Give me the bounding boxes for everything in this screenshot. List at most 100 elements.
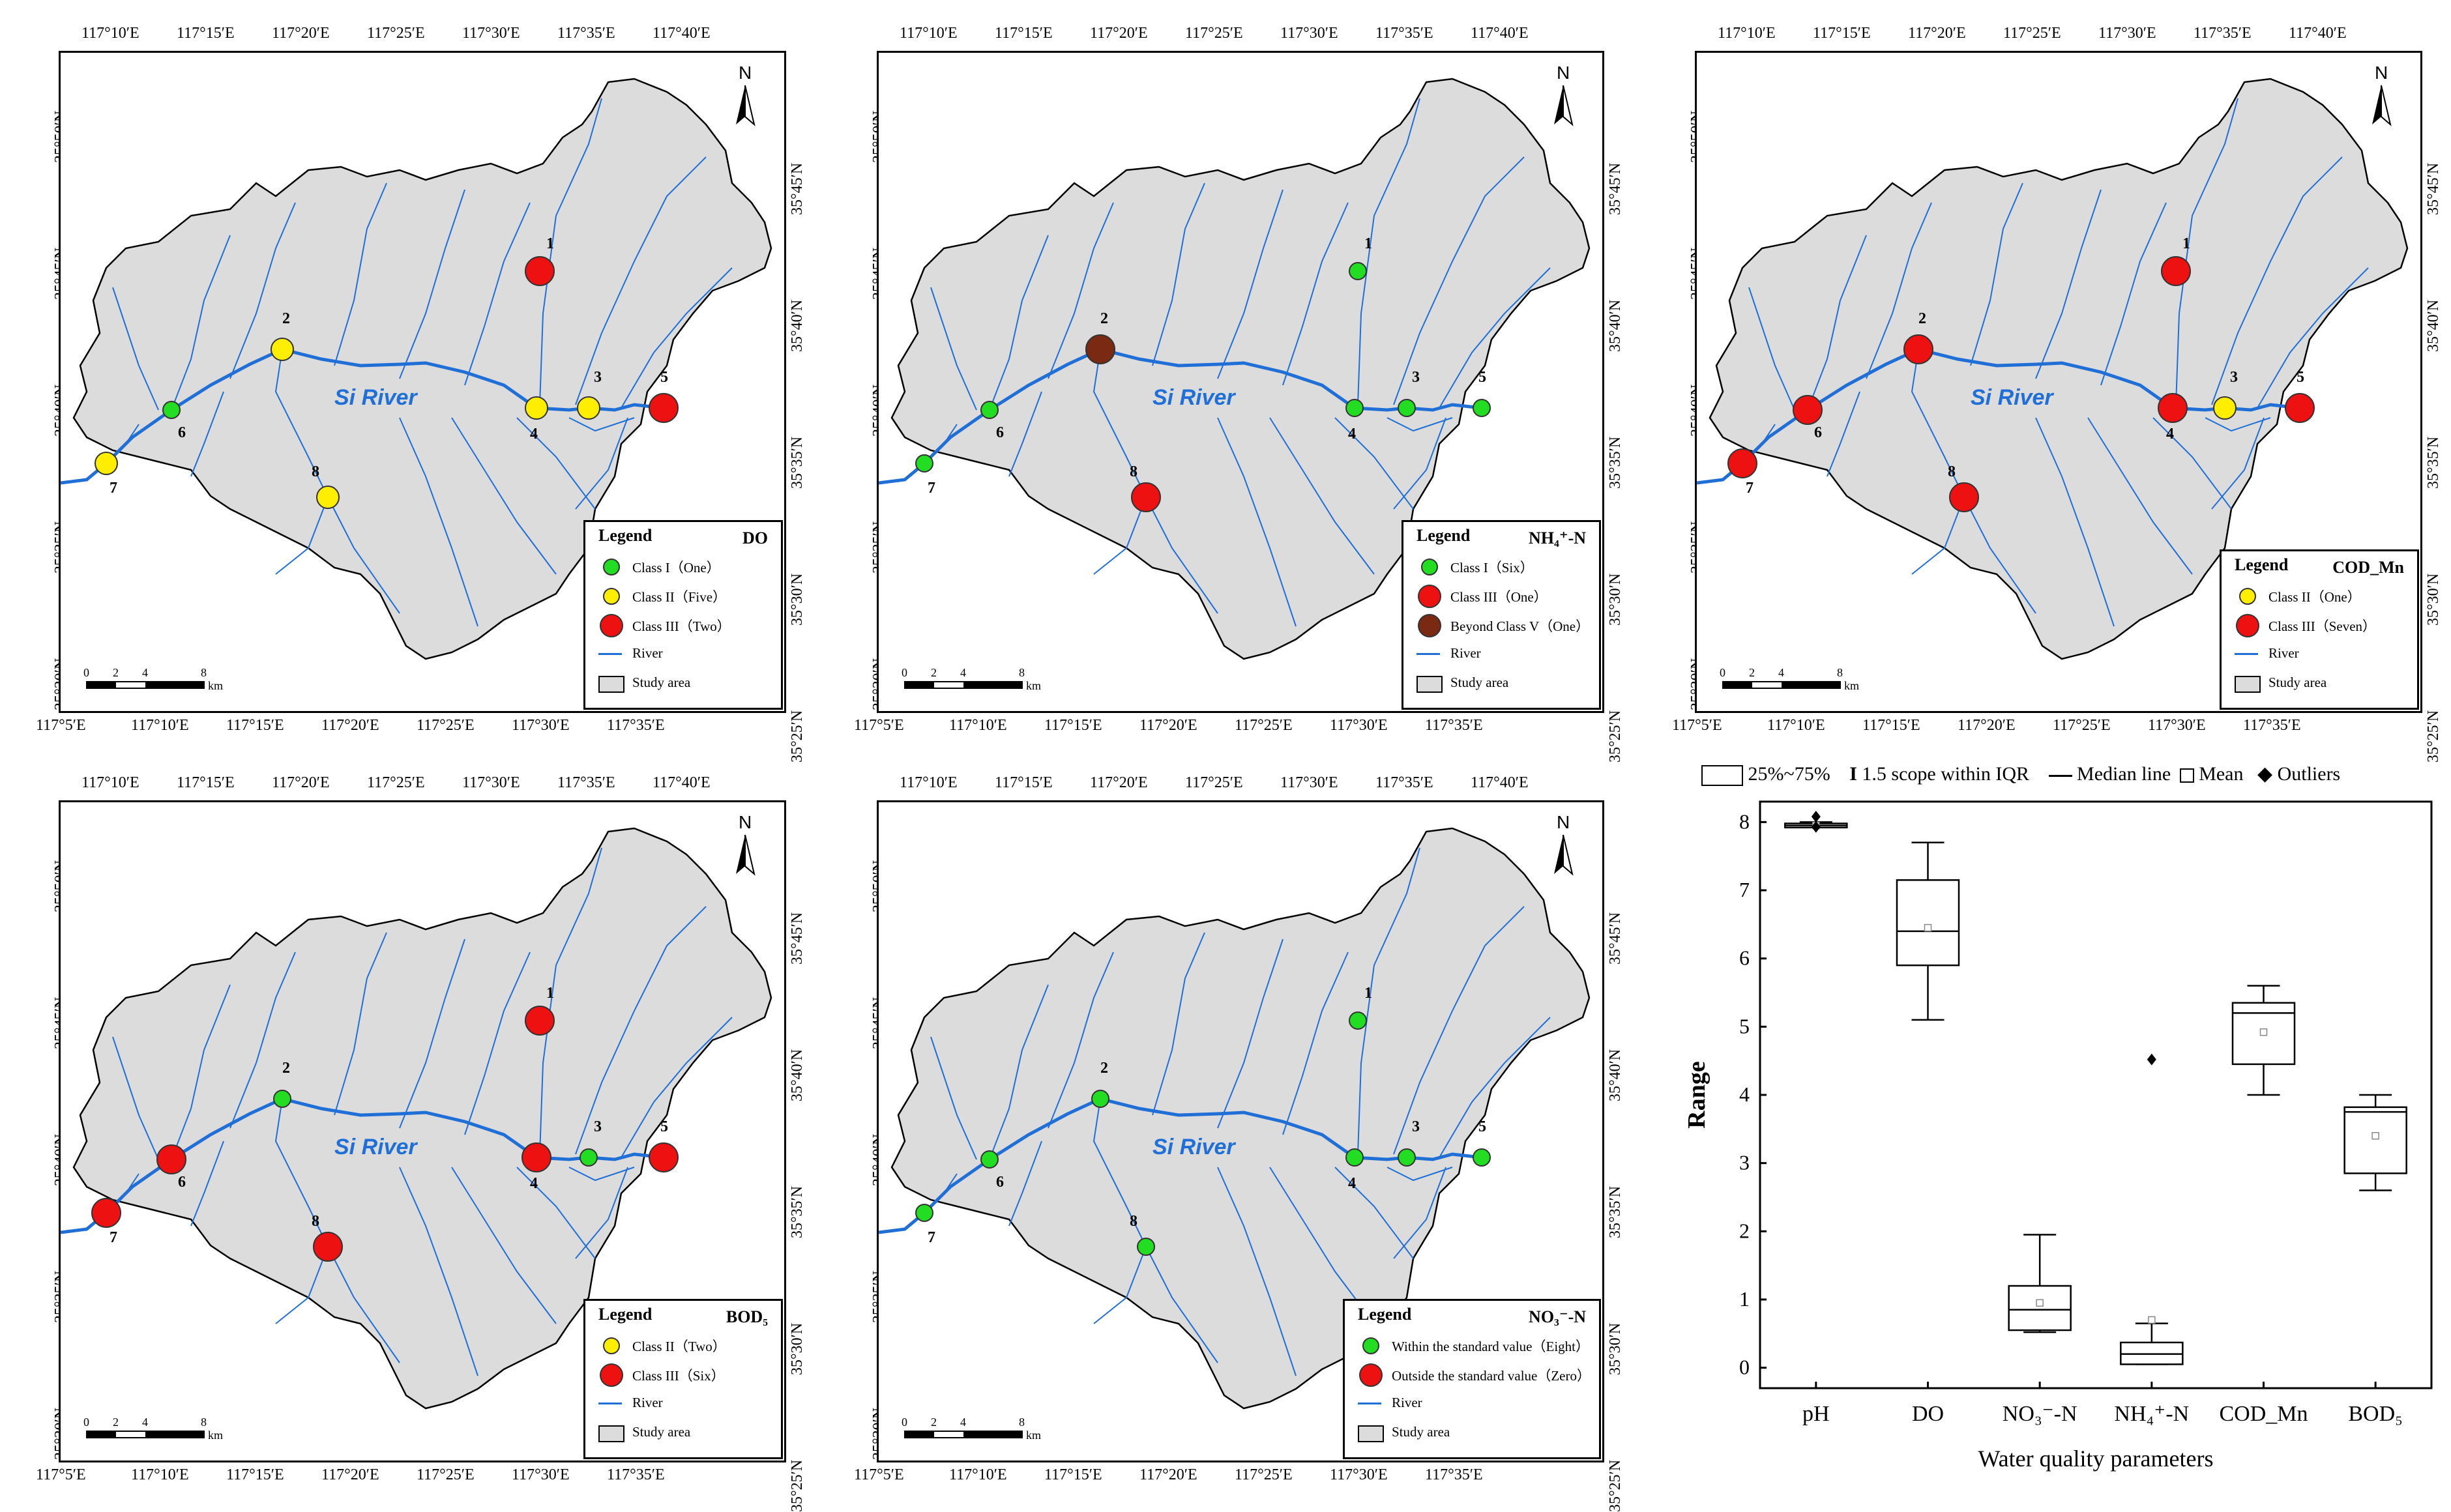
lon-tick-top: 117°20′E [1090,25,1148,42]
site-label: 8 [1130,1213,1137,1230]
tributary-line [1093,1098,1218,1363]
legend-marker-icon [1418,585,1441,608]
tributary-line [989,984,1049,1160]
lon-tick-top: 117°10′E [900,25,958,42]
legend-parameter: BOD₅ [726,1307,768,1326]
tributary-line [1827,391,1860,477]
tributary-line [334,932,387,1116]
lon-tick-top: 117°40′E [1471,774,1529,791]
north-label: N [2375,63,2388,83]
lon-tick-bottom: 117°25′E [1235,717,1293,734]
tributary-line [274,1098,400,1363]
scale-tick: 2 [1749,666,1755,679]
map-panel-5: 117°10′E 117°15′E 117°20′E 117°25′E 117°30′E… [818,749,1633,1512]
scale-bar: 0 2 4 8km [83,666,223,692]
lat-tick-right: 35°30′N [1607,573,1624,626]
scale-tick: 8 [1019,1416,1025,1429]
lat-tick-right: 35°40′N [1607,1049,1624,1101]
box-plot-svg: 0 1 2 3 4 5 6 7 8 Range Water quality parameters pH… [1683,800,2433,1472]
tributary-line [399,417,478,627]
legend-outlier-icon: ◆ [2257,763,2273,785]
tributary-line [2035,189,2102,379]
chart-legend: 25%~75% I 1.5 scope within IQR Median li… [1701,763,2341,787]
tributary-line [2100,202,2167,386]
site-label: 8 [312,1213,319,1230]
scale-bar: 0 2 4 8km [902,666,1041,692]
lon-tick-bottom: 117°35′E [607,1466,665,1483]
lon-tick-top: 117°10′E [81,25,139,42]
lon-tick-bottom: 117°30′E [512,717,570,734]
scale-tick: 4 [142,666,148,679]
lat-tick-right: 35°40′N [789,299,806,352]
map-frame: Si River 1 2 3 4 5 6 7 8 N 0 2 4 8 km Legend COD_Mn Class… [1695,51,2422,713]
lon-tick-bottom: 117°5′E [36,717,86,734]
legend-parameter: NH₄⁺-N [1529,529,1586,547]
site-label: 4 [1348,1175,1356,1192]
tributary-line [229,952,296,1129]
legend-title: Legend [598,1305,653,1324]
north-arrow-icon: N [1554,812,1574,876]
tributary-line [516,417,596,510]
map-legend: Legend BOD₅ Class II（Two） Class III（Six） Riv… [583,1299,783,1459]
north-arrow-icon: N [1554,63,1574,126]
legend-marker-icon [600,1363,623,1387]
legend-title: Legend [1358,1305,1412,1324]
tributary-line [575,417,628,510]
legend-item-label: Study area [2268,675,2327,690]
outlier-marker [1811,811,1821,823]
sampling-site-5 [1473,1148,1491,1167]
map-frame: Si River 1 2 3 4 5 6 7 8 N 0 2 4 8 km Legend NH₄⁺-N Class… [877,51,1604,713]
legend-item-label: Within the standard value（Eight） [1392,1339,1590,1354]
site-label: 4 [530,426,538,443]
lon-tick-top: 117°30′E [2098,25,2156,42]
tributary-line [1152,182,1205,366]
sampling-site-5 [2285,393,2315,423]
site-label: 8 [1948,463,1956,480]
scale-tick: 0 [83,666,89,679]
lon-tick-top: 117°20′E [272,774,330,791]
legend-outlier-label: Outliers [2277,763,2341,785]
x-category-label: NO₃⁻-N [2003,1402,2077,1426]
lon-tick-bottom: 117°15′E [226,1466,284,1483]
legend-study-area-icon [2235,676,2261,693]
tributary-line [2175,98,2238,405]
tributary-line [539,98,602,405]
tributary-line [1439,1017,1551,1158]
sampling-site-4 [2158,393,2188,423]
sampling-site-6 [1793,395,1823,425]
lon-tick-top: 117°10′E [900,774,958,791]
legend-iqr-box-icon [1701,765,1743,787]
tributary-line [451,417,557,575]
lon-tick-top: 117°20′E [1090,774,1148,791]
scale-tick: 2 [113,666,119,679]
y-tick-label: 4 [1739,1083,1750,1106]
tributary-line [1911,497,1965,575]
legend-item-label: Study area [632,1424,691,1440]
legend-parameter: DO [742,529,768,547]
tributary-line [1282,952,1349,1135]
site-label: 7 [110,1229,117,1246]
site-label: 2 [282,310,290,327]
lon-tick-top: 117°40′E [1471,25,1529,42]
lon-tick-top: 117°40′E [653,774,711,791]
site-label: 2 [1100,310,1108,327]
sampling-site-7 [915,1204,933,1222]
sampling-site-8 [1137,1238,1155,1256]
lon-tick-bottom: 117°30′E [1330,717,1388,734]
y-tick-label: 7 [1739,878,1750,901]
lon-tick-bottom: 117°30′E [1330,1466,1388,1483]
sampling-site-2 [1091,1090,1109,1108]
tributary-line [930,1036,977,1160]
sampling-site-4 [1345,1148,1364,1167]
iqr-box [2343,1106,2407,1174]
lon-tick-bottom: 117°25′E [2053,717,2111,734]
tributary-line [1393,906,1525,1155]
map-frame: Si River 1 2 3 4 5 6 7 8 N 0 2 4 8 km Legend DO Class I（O… [59,51,786,713]
tributary-line [399,189,465,379]
legend-item-label: Beyond Class V（One） [1450,618,1590,634]
tributary-line [112,287,159,411]
